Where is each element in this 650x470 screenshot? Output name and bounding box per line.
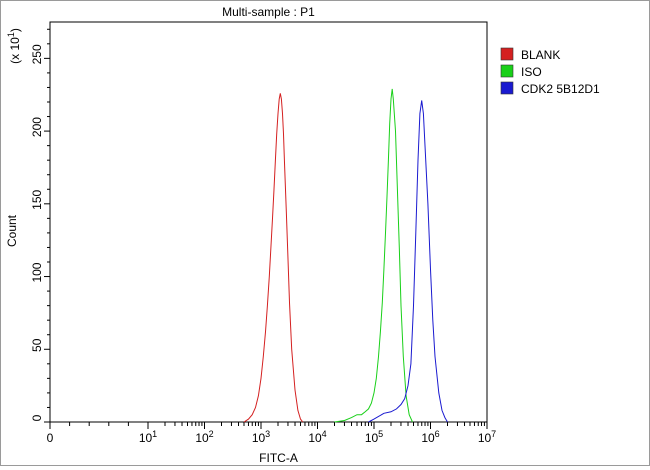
x-tick-label: 0	[47, 431, 54, 445]
plot-area-border	[49, 21, 488, 423]
legend-label-2: ISO	[521, 65, 542, 79]
x-tick-label: 104	[308, 429, 326, 445]
y-axis-label: Count	[5, 214, 19, 247]
x-tick-label: 105	[365, 429, 383, 445]
legend-swatch-3	[500, 81, 514, 95]
legend-swatch-2	[500, 64, 514, 78]
y-tick-label: 100	[30, 262, 44, 282]
series-line-1	[243, 93, 304, 423]
y-multiplier-label: (x 101)	[6, 28, 22, 64]
x-tick-label: 106	[421, 429, 439, 445]
x-axis-label: FITC-A	[259, 451, 298, 465]
y-tick-label: 150	[30, 189, 44, 209]
legend-swatch-1	[500, 47, 514, 61]
legend-label-1: BLANK	[521, 48, 560, 62]
x-tick-label: 107	[478, 429, 496, 445]
y-tick-label: 200	[30, 117, 44, 137]
y-tick-label: 0	[30, 414, 44, 421]
y-tick-label: 250	[30, 44, 44, 64]
chart-title: Multi-sample : P1	[222, 5, 315, 19]
series-line-2	[334, 88, 413, 423]
x-tick-label: 101	[139, 429, 157, 445]
y-tick-label: 50	[30, 338, 44, 352]
x-tick-label: 103	[252, 429, 270, 445]
x-tick-label: 102	[195, 429, 213, 445]
legend-label-3: CDK2 5B12D1	[521, 82, 600, 96]
series-line-3	[368, 100, 448, 423]
